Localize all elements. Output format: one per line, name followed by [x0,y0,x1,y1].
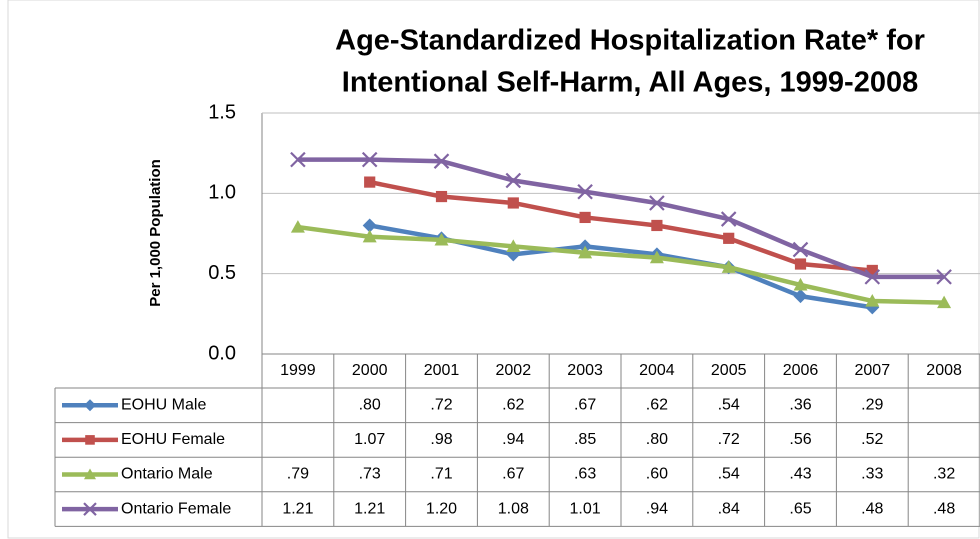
y-tick-label: 0.0 [208,342,236,364]
y-tick-label: 0.5 [208,262,236,284]
marker [794,258,807,270]
table-value: .65 [789,500,811,517]
legend-label: Ontario Female [121,500,231,517]
marker [649,195,665,211]
marker [865,293,880,307]
marker [433,153,450,169]
marker [506,239,521,252]
marker [362,229,377,243]
marker [577,183,593,200]
table-value: .32 [933,466,955,483]
marker [937,295,952,309]
marker [793,277,808,291]
table-value: .67 [502,466,524,483]
table-value: .43 [789,466,811,483]
series-line [297,224,945,305]
marker [651,219,663,232]
table-value: 1.21 [282,500,313,517]
table-value: .48 [933,500,955,517]
marker [721,260,736,273]
table-value: 1.21 [354,500,385,517]
table-value: .62 [502,397,524,414]
legend-marker [84,468,96,480]
table-value: .29 [861,397,883,414]
x-tick-label: 2005 [711,362,747,379]
marker [936,269,952,285]
y-axis-label: Per 1,000 Population [147,159,164,307]
marker [792,241,809,258]
marker [866,264,878,277]
table-value: .36 [789,397,811,414]
x-tick-label: 2000 [352,362,388,379]
table-value: .80 [359,397,381,414]
table-value: .73 [359,466,381,483]
table-value: .33 [861,466,883,483]
x-tick-label: 2008 [926,362,962,379]
marker [864,269,881,285]
marker [434,232,449,246]
marker [793,289,808,304]
marker [578,245,593,259]
x-tick-label: 2007 [855,362,891,379]
marker [364,176,376,188]
legend-marker [83,502,97,516]
table-value: 1.20 [426,500,457,517]
table-value: .54 [718,397,740,414]
table-value: .72 [430,397,452,414]
legend-label: EOHU Female [121,431,225,448]
x-tick-label: 2004 [639,362,675,379]
marker [435,190,448,203]
table-value: .72 [718,431,740,448]
table-value: 1.07 [354,431,385,448]
table-value: 1.01 [570,500,601,517]
series-line [297,157,945,280]
series-line [369,179,873,273]
table-value: .94 [646,500,668,517]
table-value: .98 [430,431,452,448]
marker [649,250,664,264]
table-value: .94 [502,431,524,448]
chart-title: Intentional Self-Harm, All Ages, 1999-20… [342,67,918,99]
legend-label: EOHU Male [121,397,206,414]
table-value: .67 [574,397,596,414]
marker [723,232,735,244]
table-value: .71 [430,466,452,483]
x-tick-label: 2001 [424,362,460,379]
table-value: .48 [861,500,883,517]
x-tick-label: 2002 [496,362,532,379]
marker [505,172,522,189]
x-tick-label: 2006 [783,362,819,379]
marker [290,151,306,168]
chart-frame [7,0,980,539]
table-value: .52 [861,431,883,448]
table-value: .60 [646,466,668,483]
table-value: .79 [287,466,309,483]
table-value: 1.08 [498,500,529,517]
table-value: .85 [574,431,596,448]
table-value: .62 [646,397,668,414]
table-value: .80 [646,431,668,448]
x-tick-label: 2003 [567,362,603,379]
marker [579,211,591,224]
marker [507,197,519,209]
y-tick-label: 1.0 [208,182,236,204]
legend-label: Ontario Male [121,466,213,483]
table-value: .63 [574,466,596,483]
legend-marker [85,435,95,445]
y-tick-label: 1.5 [208,101,236,123]
table-value: .56 [789,431,811,448]
table-value: .54 [718,466,740,483]
marker [361,151,378,168]
marker [362,218,377,233]
table-value: .84 [718,500,740,517]
marker [720,211,737,227]
x-tick-label: 1999 [280,362,316,379]
marker [290,220,305,233]
chart-title: Age-Standardized Hospitalization Rate* f… [335,25,925,57]
legend-marker [84,399,96,412]
